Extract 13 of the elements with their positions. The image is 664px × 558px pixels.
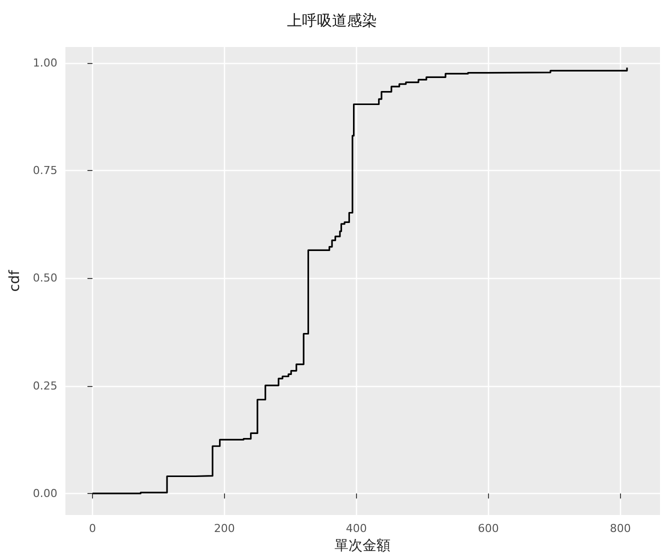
- y-tick-label: 0.75: [32, 164, 58, 178]
- x-tick-label: 200: [214, 522, 235, 535]
- x-axis-title: 單次金額: [334, 538, 391, 554]
- x-tick-label: 0: [88, 522, 96, 535]
- y-tick-label: 1.00: [32, 56, 58, 70]
- x-tick-label: 400: [346, 522, 367, 535]
- y-tick-label: 0.50: [32, 272, 58, 285]
- x-tick-label: 800: [610, 522, 631, 535]
- chart-title: 上呼吸道感染: [287, 12, 377, 30]
- y-axis-title: cdf: [7, 269, 23, 292]
- y-tick-label: 0.00: [32, 486, 58, 500]
- y-tick-label: 0.25: [32, 379, 58, 392]
- x-tick-label: 600: [478, 522, 499, 535]
